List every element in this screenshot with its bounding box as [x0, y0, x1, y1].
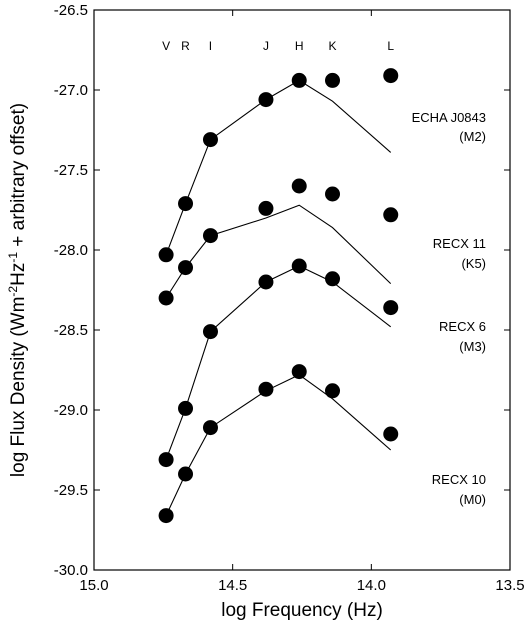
series-label-name: ECHA J0843 — [412, 110, 486, 125]
model-line-series-4 — [165, 374, 392, 516]
band-label-r: R — [181, 39, 190, 53]
data-points — [158, 68, 399, 524]
band-label-l: L — [387, 39, 394, 53]
y-tick-label: -27.5 — [54, 162, 88, 179]
data-point-series-2 — [291, 178, 307, 194]
y-axis-title-part: log Flux Density (Wm — [8, 297, 29, 478]
data-point-series-4 — [258, 381, 274, 397]
x-tick-label: 14.0 — [357, 577, 386, 594]
y-tick-label: -28.5 — [54, 322, 88, 339]
series-label-spectral-type: (M3) — [459, 339, 486, 354]
data-point-series-3 — [158, 452, 174, 468]
axis-ticks: -30.0 -29.5 -29.0 -28.5 -28.0 -27.5 -27.0 -26.5… — [54, 2, 525, 594]
band-label-j: J — [263, 39, 269, 53]
x-tick-label: 14.5 — [218, 577, 247, 594]
x-tick-label: 13.5 — [495, 577, 524, 594]
data-point-series-2 — [178, 260, 194, 276]
band-label-i: I — [209, 39, 212, 53]
y-axis-title-group: log Flux Density (Wm-2Hz-1 + arbitrary o… — [6, 103, 29, 477]
data-point-series-4 — [202, 420, 218, 436]
series-label-name: RECX 11 — [433, 236, 486, 251]
model-line-series-2 — [165, 204, 392, 299]
data-point-series-3 — [258, 274, 274, 290]
y-axis-title-part: + arbitrary offset) — [8, 103, 29, 252]
series-label-name: RECX 6 — [439, 319, 486, 334]
y-axis-title-superscript: -1 — [6, 252, 20, 263]
series-labels: ECHA J0843 (M2) RECX 11 (K5) RECX 6 (M3) RECX … — [412, 110, 486, 507]
data-point-series-3 — [325, 271, 341, 287]
y-tick-label: -27.0 — [54, 82, 88, 99]
series-label-spectral-type: (K5) — [461, 256, 486, 271]
y-tick-label: -28.0 — [54, 242, 88, 259]
y-tick-label: -30.0 — [54, 562, 88, 579]
y-tick-label: -26.5 — [54, 2, 88, 19]
x-tick-label: 15.0 — [79, 577, 108, 594]
data-point-series-3 — [291, 258, 307, 274]
data-point-series-4 — [383, 426, 399, 442]
plot-frame — [93, 9, 511, 571]
y-tick-label: -29.5 — [54, 482, 88, 499]
data-point-series-2 — [383, 207, 399, 223]
data-point-series-4 — [291, 364, 307, 380]
model-line-series-1 — [165, 79, 392, 255]
data-point-series-1 — [325, 72, 341, 88]
data-point-series-2 — [202, 228, 218, 244]
y-axis-title-superscript: -2 — [6, 286, 20, 297]
x-axis-title: log Frequency (Hz) — [221, 600, 383, 621]
data-point-series-1 — [158, 247, 174, 263]
data-point-series-3 — [202, 324, 218, 340]
data-point-series-4 — [158, 508, 174, 524]
y-axis-title: log Flux Density (Wm-2Hz-1 + arbitrary o… — [6, 103, 29, 477]
band-label-v: V — [162, 39, 170, 53]
data-point-series-3 — [383, 300, 399, 316]
data-point-series-4 — [178, 466, 194, 482]
model-line-series-3 — [165, 265, 392, 460]
data-point-series-1 — [178, 196, 194, 212]
data-point-series-1 — [258, 92, 274, 108]
data-point-series-3 — [178, 400, 194, 416]
y-tick-label: -29.0 — [54, 402, 88, 419]
data-point-series-1 — [291, 72, 307, 88]
data-point-series-4 — [325, 383, 341, 399]
data-point-series-1 — [202, 132, 218, 148]
model-lines — [165, 79, 392, 516]
series-label-spectral-type: (M2) — [459, 129, 486, 144]
band-label-h: H — [295, 39, 304, 53]
data-point-series-1 — [383, 68, 399, 84]
band-label-k: K — [328, 39, 336, 53]
data-point-series-2 — [158, 290, 174, 306]
data-point-series-2 — [258, 200, 274, 216]
series-label-spectral-type: (M0) — [459, 492, 486, 507]
y-axis-title-part: Hz — [8, 263, 29, 286]
series-label-name: RECX 10 — [432, 472, 486, 487]
data-point-series-2 — [325, 186, 341, 202]
